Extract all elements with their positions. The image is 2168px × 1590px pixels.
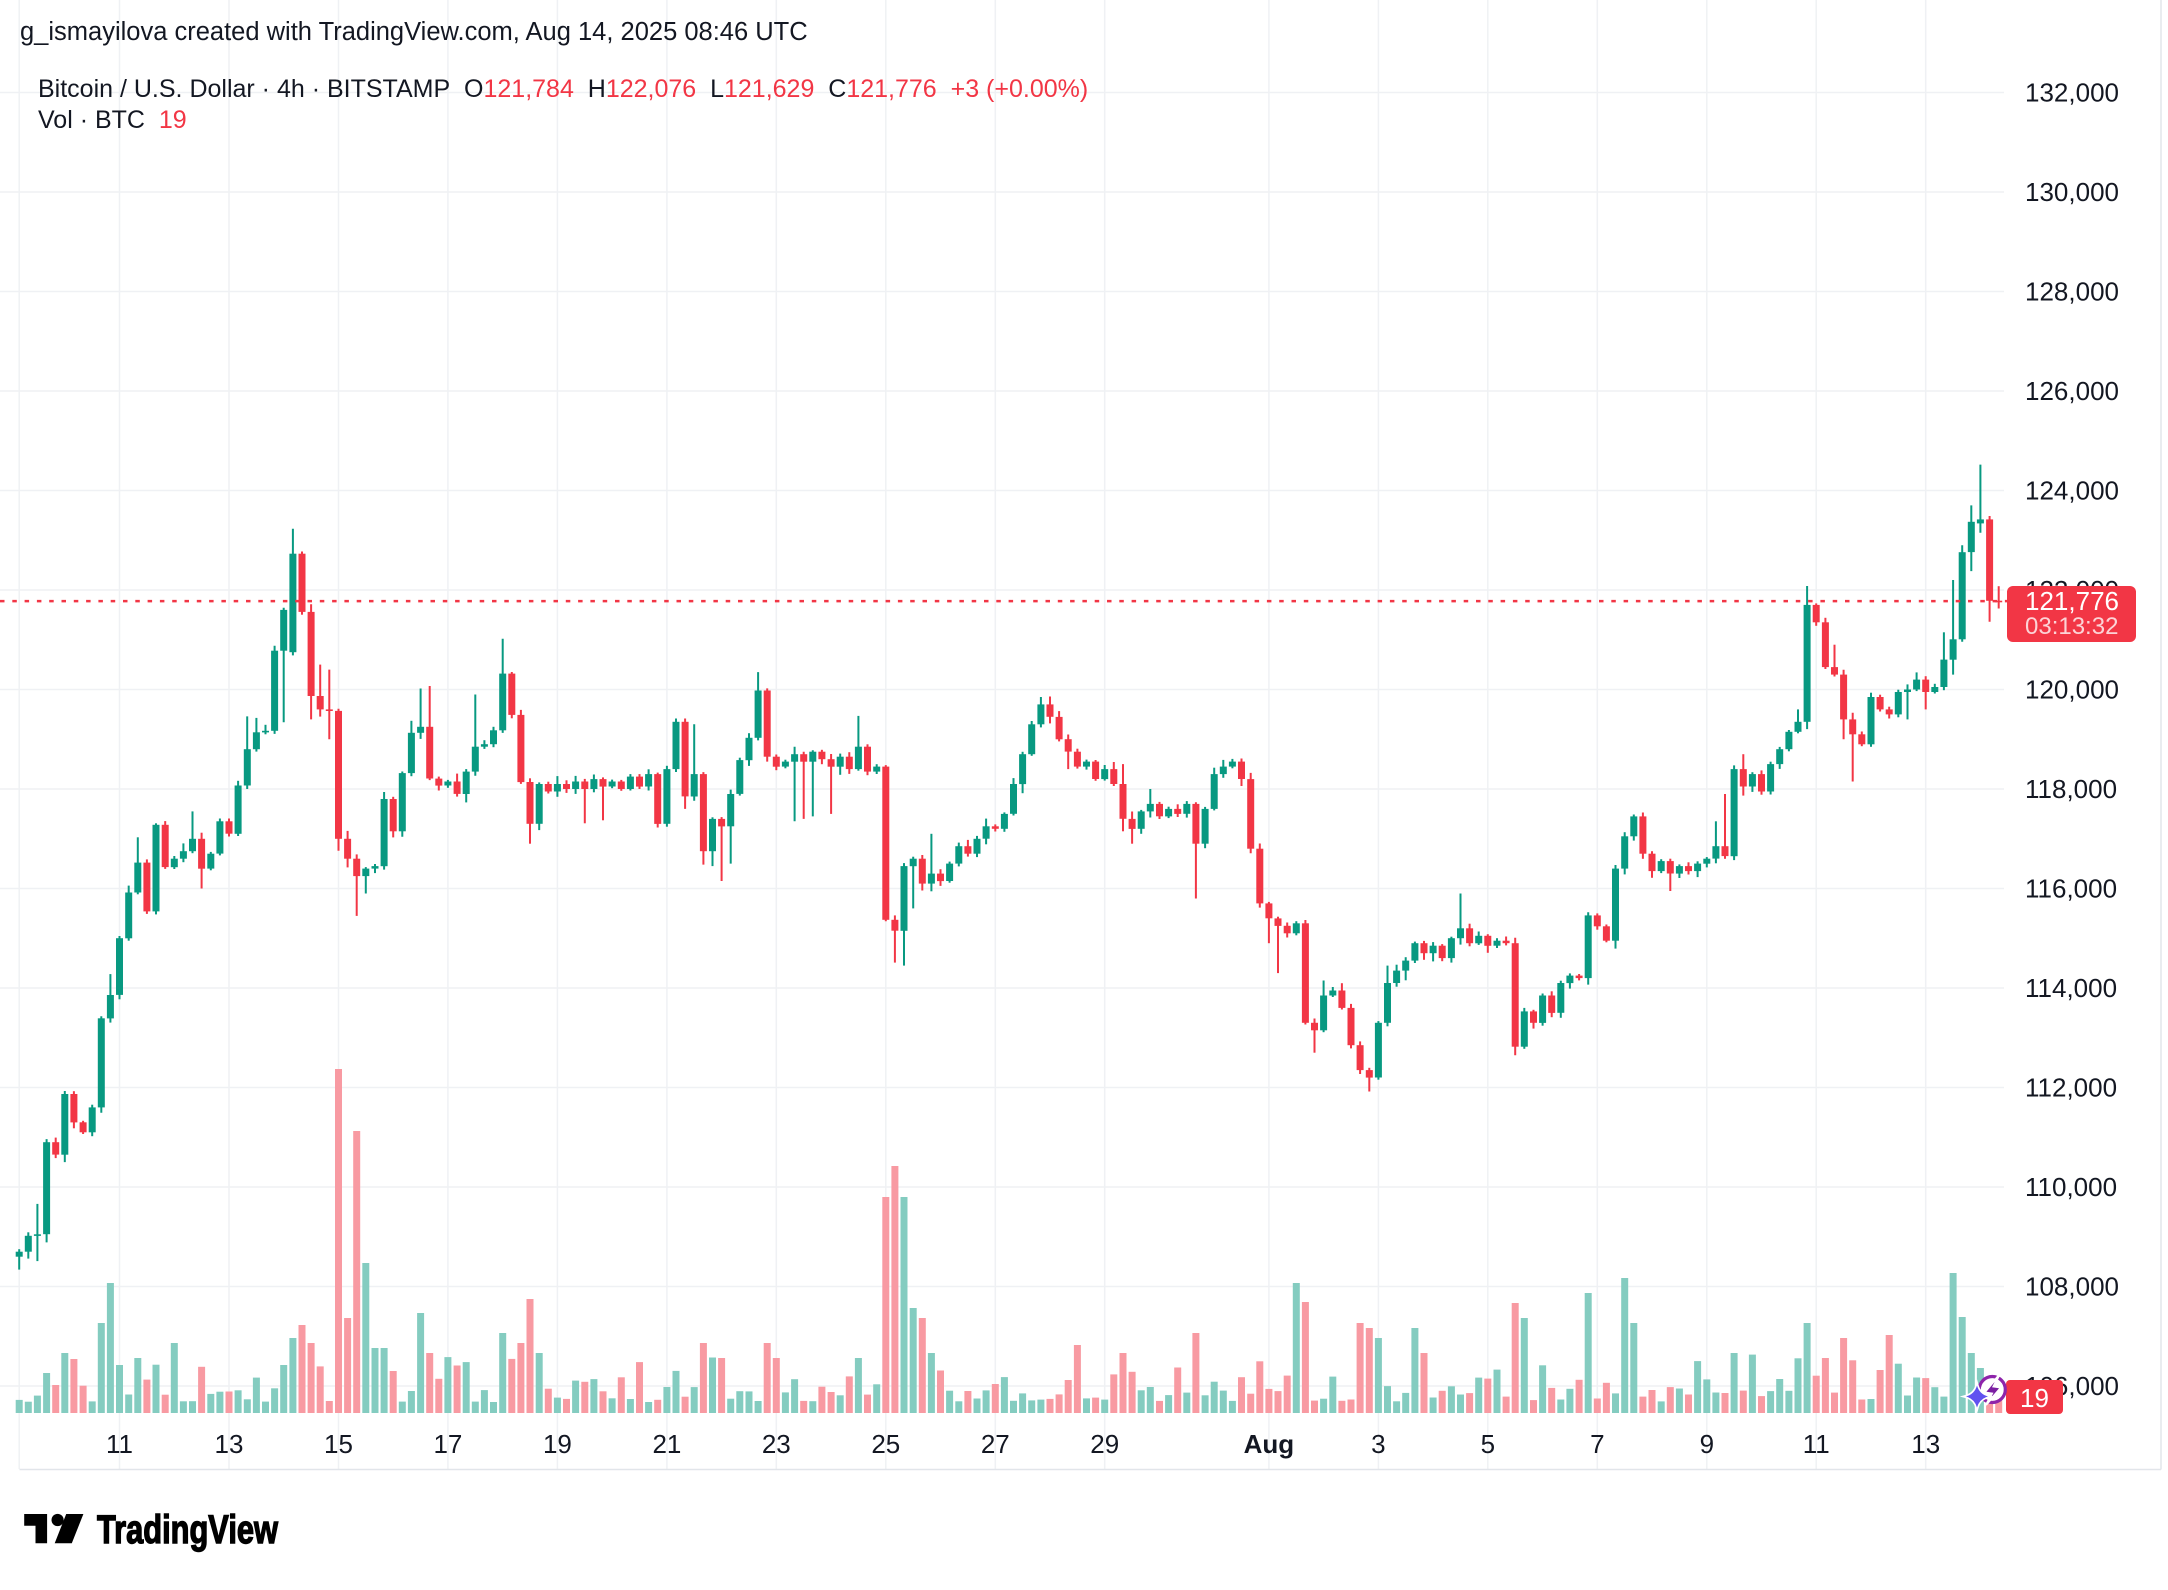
svg-text:108,000: 108,000 [2025,1272,2119,1302]
svg-text:116,000: 116,000 [2025,874,2117,904]
svg-text:121,776: 121,776 [2025,586,2119,616]
svg-text:7: 7 [1590,1429,1604,1459]
svg-text:Bitcoin / U.S. Dollar · 4h · B: Bitcoin / U.S. Dollar · 4h · BITSTAMP O1… [38,75,1088,103]
svg-text:23: 23 [762,1429,791,1459]
svg-text:130,000: 130,000 [2025,177,2119,207]
svg-text:TradingView: TradingView [97,1508,279,1552]
svg-text:118,000: 118,000 [2025,774,2117,804]
svg-text:19: 19 [543,1429,572,1459]
svg-text:132,000: 132,000 [2025,78,2119,108]
svg-text:g_ismayilova created with Trad: g_ismayilova created with TradingView.co… [20,18,808,46]
svg-text:Aug: Aug [1244,1429,1295,1459]
svg-text:110,000: 110,000 [2025,1172,2117,1202]
svg-text:15: 15 [324,1429,353,1459]
svg-text:120,000: 120,000 [2025,675,2119,705]
svg-text:17: 17 [433,1429,462,1459]
svg-text:11: 11 [106,1429,133,1459]
svg-text:124,000: 124,000 [2025,476,2119,506]
svg-text:128,000: 128,000 [2025,277,2119,307]
svg-text:9: 9 [1700,1429,1714,1459]
svg-text:13: 13 [1911,1429,1940,1459]
svg-text:21: 21 [652,1429,681,1459]
svg-text:29: 29 [1090,1429,1119,1459]
svg-text:Vol · BTC 19: Vol · BTC 19 [38,106,187,134]
svg-text:5: 5 [1481,1429,1495,1459]
svg-text:27: 27 [981,1429,1010,1459]
svg-text:114,000: 114,000 [2025,973,2117,1003]
svg-text:13: 13 [215,1429,244,1459]
svg-text:25: 25 [871,1429,900,1459]
svg-text:3: 3 [1371,1429,1385,1459]
svg-text:112,000: 112,000 [2025,1073,2117,1103]
svg-text:19: 19 [2020,1383,2049,1413]
svg-text:126,000: 126,000 [2025,376,2119,406]
svg-text:03:13:32: 03:13:32 [2025,613,2118,640]
svg-text:11: 11 [1803,1429,1830,1459]
